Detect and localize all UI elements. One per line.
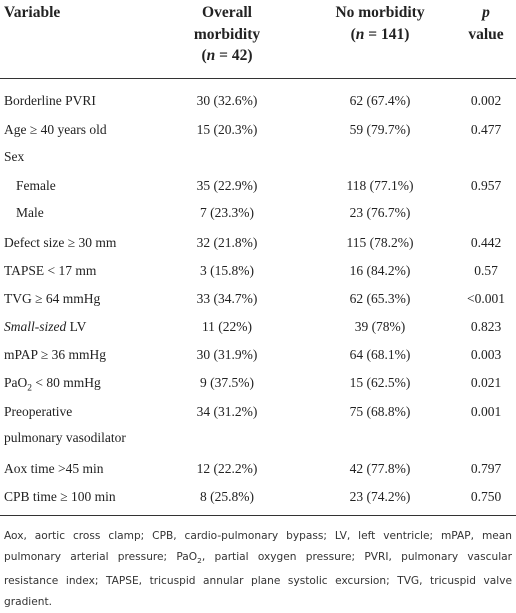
row-label: Female [16,178,56,193]
cell-value: 42 (77.8%) [349,461,411,476]
cell-value: 0.002 [470,93,502,108]
text: LV [66,319,87,334]
footnote: Aox, aortic cross clamp; CPB, cardio-pul… [4,526,512,613]
cell-value: 75 (68.8%) [349,404,411,419]
cell-value: 59 (79.7%) [349,122,411,137]
text: n [355,25,365,43]
header-cell: Overall morbidity (n = 42) [147,2,307,67]
header-cell: No morbidity (n = 141) [300,2,460,45]
cell-value: 0.001 [470,404,502,419]
cell-value: 30 (31.9%) [196,347,258,362]
cell-value: 8 (25.8%) [200,489,254,504]
row-label: TVG ≥ 64 mmHg [4,291,101,306]
header-text: value [468,25,504,43]
text: ( [201,47,207,64]
text: Preoperative [4,404,73,419]
cell-value: 7 (23.3%) [200,205,254,220]
cell-value: 34 (31.2%) [196,404,258,419]
row-label: Age ≥ 40 years old [4,122,107,137]
cell-value: 0.750 [470,489,502,504]
cell-value: 15 (62.5%) [349,375,411,390]
text: 2 [27,383,32,394]
text: < 80 mmHg [31,375,101,390]
cell-value: 39 (78%) [354,319,406,334]
header-text: p [482,4,490,21]
row-label: Small-sized LV [4,314,86,340]
row-label: Male [16,205,44,220]
header-cell: p value [446,2,516,45]
header-text: No morbidity [335,4,425,21]
cell-value: 118 (77.1%) [346,178,414,193]
cell-value: 62 (65.3%) [349,291,411,306]
row-label: PaO2 < 80 mmHg [4,370,101,402]
text: n [206,47,216,64]
cell-value: 0.57 [474,263,498,278]
cell-value: 0.797 [470,461,502,476]
rule [0,78,516,79]
cell-value: 0.957 [470,178,502,193]
text: PaO [4,375,28,390]
text: = 42) [215,47,253,64]
cell-value: 32 (21.8%) [196,235,258,250]
cell-value: 11 (22%) [201,319,253,334]
row-label: Preoperative pulmonary vasodilator [4,399,126,451]
cell-value: 35 (22.9%) [196,178,258,193]
row-label: mPAP ≥ 36 mmHg [4,347,107,362]
header-text: (n = 42) [147,45,307,67]
cell-value: 0.477 [470,122,502,137]
text: pulmonary vasodilator [4,430,126,445]
cell-value: 16 (84.2%) [349,263,411,278]
cell-value: 0.021 [470,375,502,390]
row-label: TAPSE < 17 mm [4,263,97,278]
rule [0,515,516,516]
cell-value: 62 (67.4%) [349,93,411,108]
header-text: morbidity [193,25,261,43]
cell-value: 33 (34.7%) [196,291,258,306]
cell-value: 23 (74.2%) [349,489,411,504]
row-label: Defect size ≥ 30 mm [4,235,117,250]
cell-value: 3 (15.8%) [200,263,254,278]
cell-value: 30 (32.6%) [196,93,258,108]
text: = 141) [364,25,410,43]
text: Small-sized [4,319,67,334]
header-text: Overall [202,4,252,21]
cell-value: <0.001 [467,291,505,306]
header-text: (n = 141) [300,24,460,46]
cell-value: 115 (78.2%) [346,235,414,250]
cell-value: 12 (22.2%) [196,461,258,476]
text: Aox, aortic cross clamp; CPB, cardio-pul… [4,530,512,563]
text: ( [350,25,356,43]
cell-value: 0.823 [470,319,502,334]
cell-value: 64 (68.1%) [349,347,411,362]
row-label: Aox time >45 min [4,461,104,476]
row-label: Sex [4,149,25,164]
cell-value: 15 (20.3%) [196,122,258,137]
row-label: CPB time ≥ 100 min [4,489,116,504]
cell-value: 0.003 [470,347,502,362]
header-cell: Variable [4,4,61,21]
cell-value: 23 (76.7%) [349,205,411,220]
cell-value: 0.442 [470,235,502,250]
text: , partial oxygen pressure; PVRI, pulmona… [4,551,512,609]
cell-value: 9 (37.5%) [200,375,254,390]
row-label: Borderline PVRI [4,93,96,108]
text: 2 [197,556,202,566]
